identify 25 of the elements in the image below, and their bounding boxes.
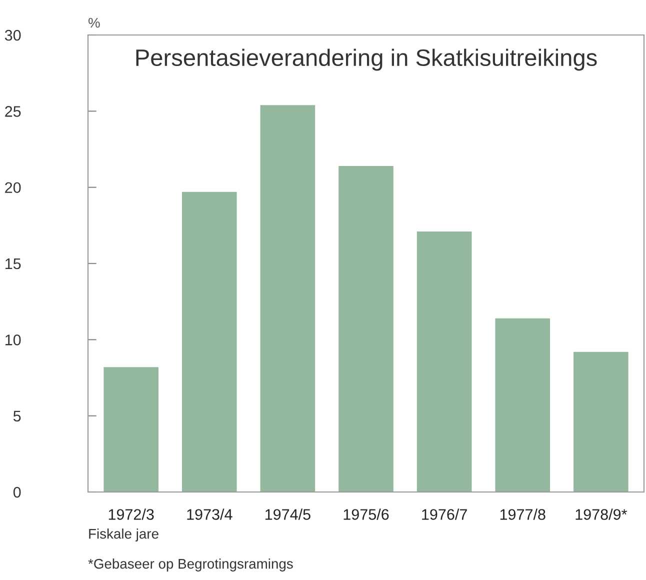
x-tick-label: 1973/4 (187, 508, 232, 520)
x-tick-label: 1975/6 (344, 508, 389, 520)
bar (182, 192, 237, 492)
text: *Gebaseer op Begrotingsramings (88, 558, 293, 572)
y-tick-label: 10 (6, 334, 21, 346)
y-tick-label: 15 (6, 258, 21, 270)
bar (260, 105, 316, 492)
bar (574, 352, 628, 492)
bar (416, 232, 472, 492)
x-tick-label: 1977/8 (500, 508, 546, 520)
x-tick-label: 1972/3 (108, 508, 154, 520)
y-tick-label: 30 (4, 30, 21, 41)
y-tick-label: 20 (5, 182, 21, 194)
x-tick-label: 1978/9* (576, 508, 628, 520)
y-tick-label: 5 (13, 410, 21, 422)
x-tick-label: 1976/7 (422, 508, 467, 520)
bar (338, 166, 394, 492)
bar (104, 367, 158, 492)
text: Persentasieverandering in Skatkisuitreikings (136, 48, 597, 71)
y-axis-title: % (88, 18, 100, 28)
y-tick-label: 0 (13, 486, 21, 498)
x-tick-label: 1974/5 (265, 508, 310, 520)
y-tick-label: 25 (5, 106, 21, 117)
bar (495, 318, 550, 492)
x-axis-title: Fiskale jare (89, 528, 158, 542)
